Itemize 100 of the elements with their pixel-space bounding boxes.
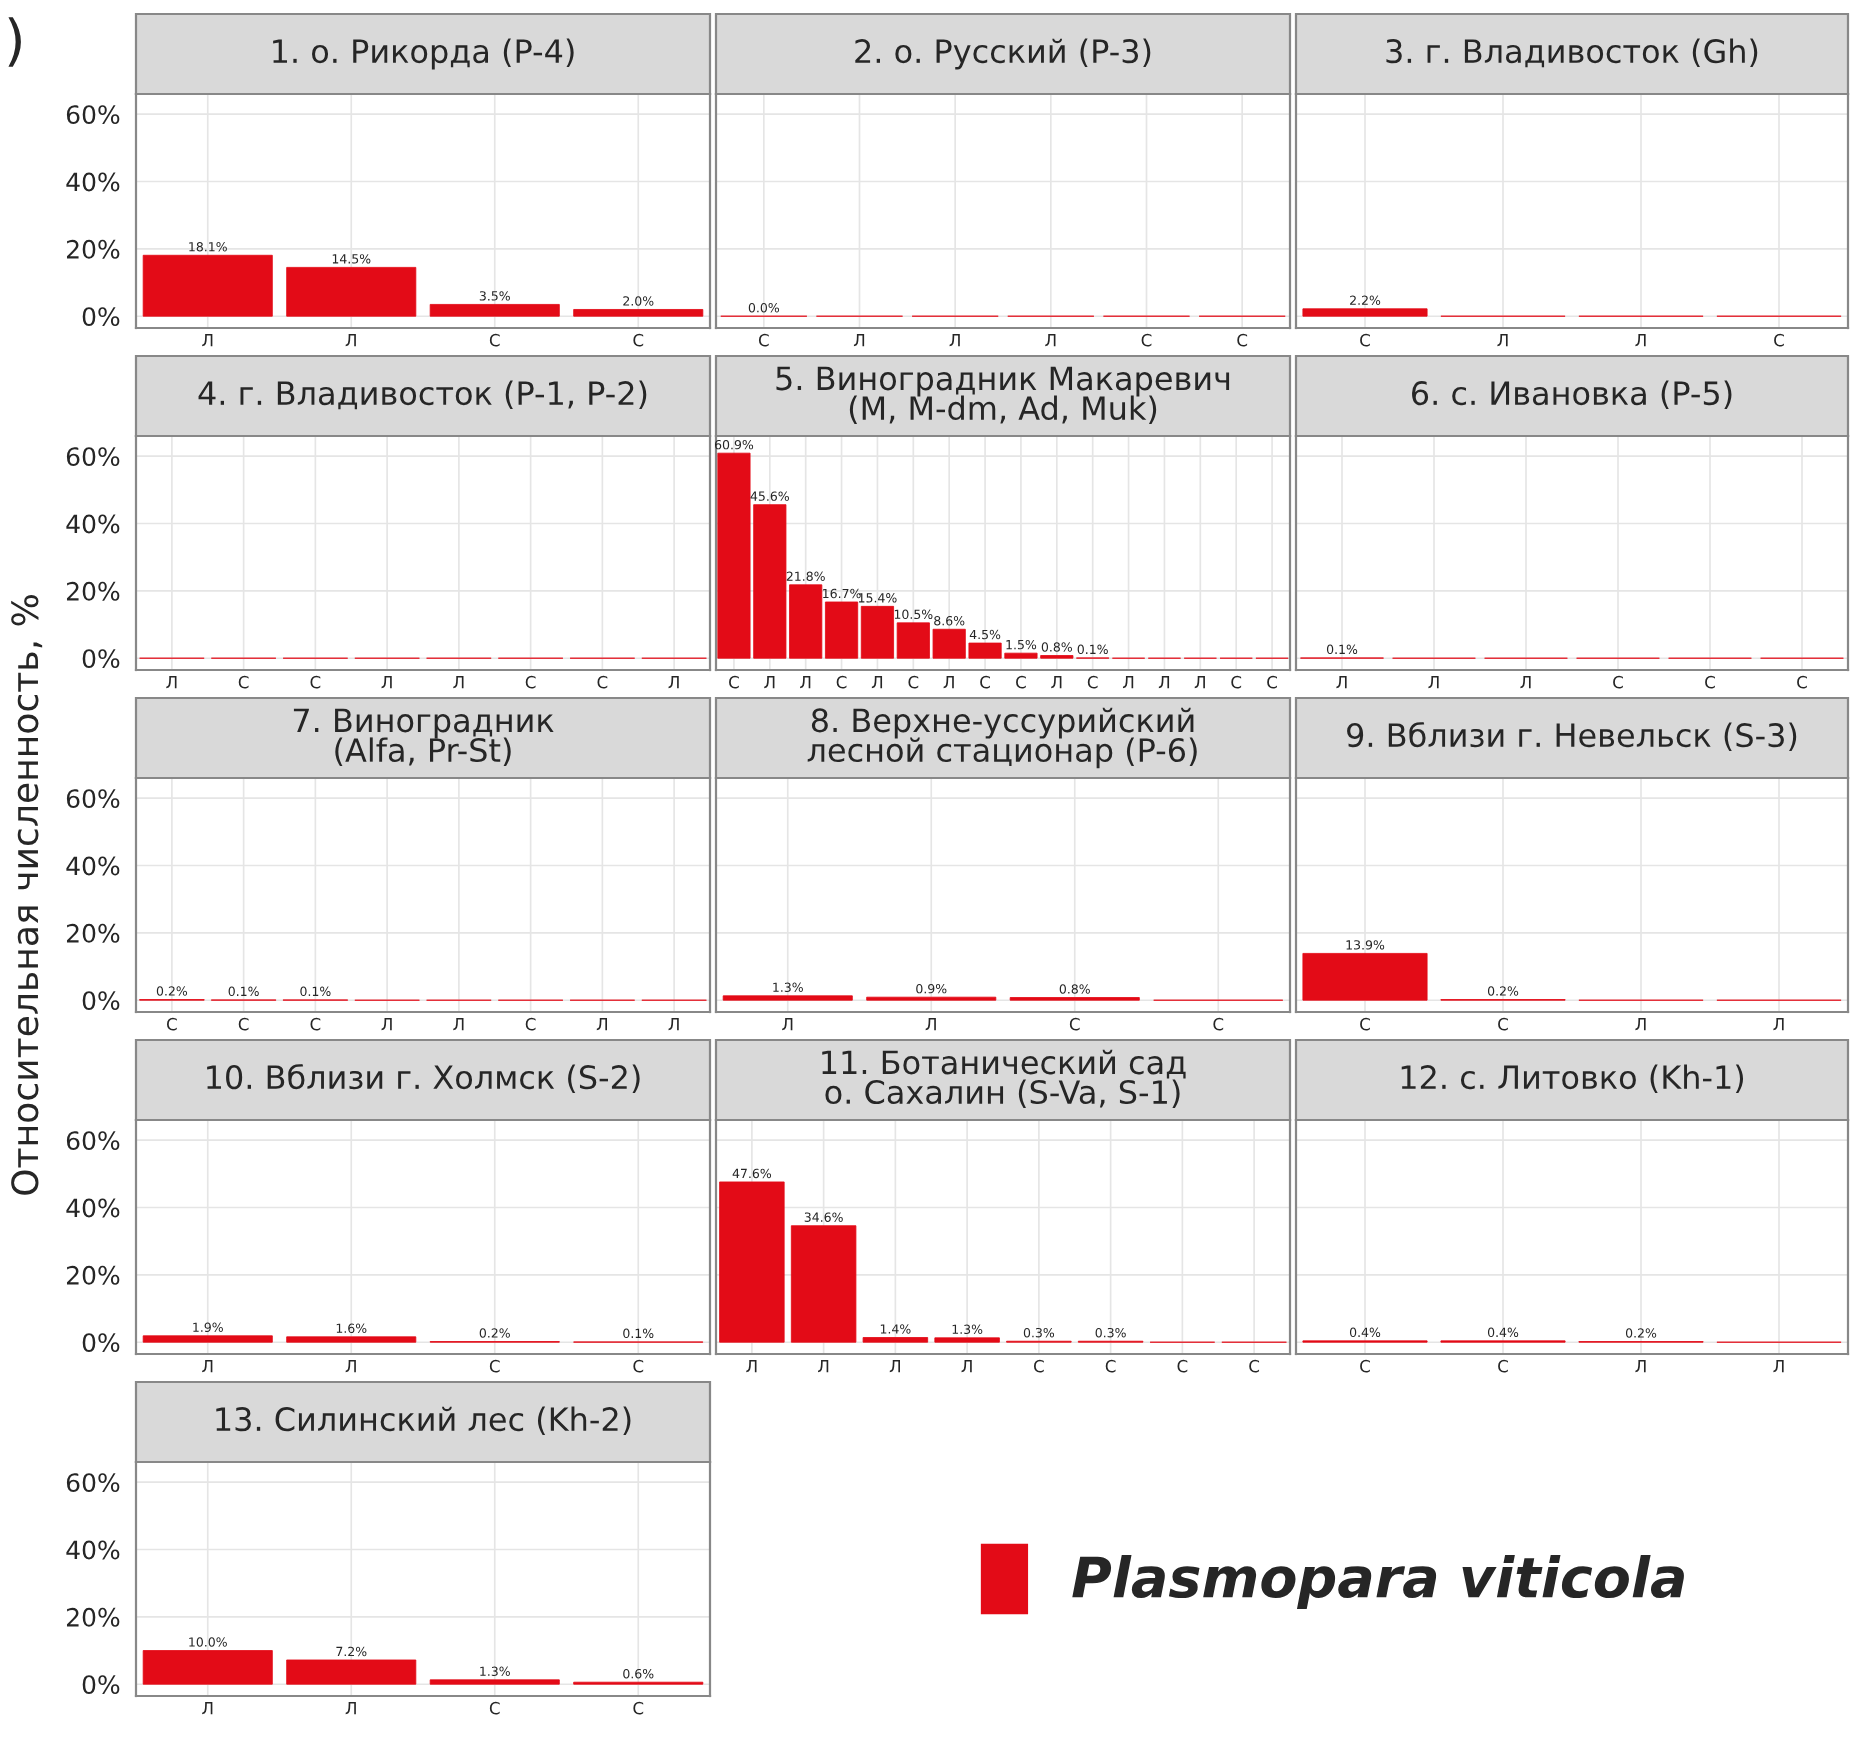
chart-title: 11. Ботанический сад о. Сахалин (S-Va, S-1): [822, 1049, 1186, 1108]
x-tick-label: С: [597, 675, 608, 689]
x-tick-label: Л: [453, 1018, 464, 1031]
x-tick-label: Л: [668, 676, 679, 689]
x-tick-label: Л: [1194, 676, 1205, 689]
x-tick-label: Л: [202, 1360, 213, 1373]
x-tick-label: Л: [818, 1360, 829, 1373]
chart-title: 2. о. Русский (P-3): [855, 38, 1151, 70]
x-tick-label: С: [633, 333, 644, 347]
x-tick-label: Л: [1336, 676, 1347, 689]
x-tick-label: Л: [202, 1702, 213, 1715]
x-tick-label: С: [166, 1017, 177, 1031]
x-tick-label: Л: [800, 676, 811, 689]
y-tick-label: 20%: [66, 1265, 120, 1285]
x-tick-label: С: [1213, 1017, 1224, 1031]
x-tick-label: С: [525, 1017, 536, 1031]
y-tick-label: 40%: [66, 514, 120, 534]
x-tick-label: Л: [453, 676, 464, 689]
x-tick-label: Л: [1497, 334, 1508, 347]
y-tick-label: 20%: [66, 581, 120, 601]
x-tick-label: Л: [949, 334, 960, 347]
x-tick-label: Л: [1773, 1360, 1784, 1373]
y-tick-label: 60%: [66, 1131, 120, 1151]
x-tick-label: С: [758, 333, 769, 347]
x-tick-label: Л: [345, 1702, 356, 1715]
x-tick-label: С: [1360, 1017, 1370, 1031]
x-tick-label: Л: [1428, 676, 1439, 689]
x-tick-label: С: [980, 675, 990, 689]
y-tick-label: 0%: [82, 1675, 120, 1695]
x-tick-label: Л: [1158, 676, 1170, 689]
x-tick-label: Л: [668, 1018, 679, 1031]
bar: [719, 1181, 785, 1343]
x-tick-label: Л: [1635, 334, 1646, 347]
x-tick-label: С: [1016, 675, 1026, 689]
bar: [142, 1650, 273, 1685]
x-tick-label: С: [310, 1017, 321, 1031]
chart-title: 10. Вблизи г. Холмск (S-2): [207, 1064, 640, 1094]
bar: [934, 1337, 1000, 1343]
legend-label: Plasmopara viticola: [1072, 1555, 1684, 1609]
x-tick-label: С: [1069, 1017, 1080, 1031]
y-tick-label: 60%: [66, 105, 120, 125]
x-tick-label: С: [489, 333, 500, 347]
x-tick-label: С: [525, 675, 536, 689]
x-tick-label: Л: [853, 334, 865, 347]
chart-title: 1. о. Рикорда (P-4): [273, 38, 574, 70]
x-tick-label: Л: [1635, 1360, 1646, 1373]
x-tick-label: Л: [961, 1360, 972, 1373]
bar: [286, 266, 417, 317]
x-tick-label: Л: [345, 1360, 356, 1373]
x-tick-label: С: [1360, 333, 1370, 347]
x-tick-label: Л: [381, 1018, 392, 1031]
x-tick-label: С: [1237, 333, 1248, 347]
chart-title: 5. Виноградник Макаревич (M, M-dm, Ad, Muk): [776, 366, 1230, 424]
y-tick-label: 0%: [82, 649, 120, 669]
y-tick-label: 60%: [66, 1473, 120, 1493]
x-tick-label: С: [908, 675, 919, 689]
x-tick-label: С: [1177, 1359, 1188, 1373]
x-tick-label: С: [836, 675, 847, 689]
x-tick-label: С: [489, 1701, 500, 1715]
x-tick-label: Л: [166, 676, 177, 689]
x-tick-label: С: [1705, 675, 1715, 689]
x-tick-label: Л: [1122, 676, 1134, 689]
x-tick-label: Л: [746, 1360, 757, 1373]
x-tick-label: С: [1249, 1359, 1260, 1373]
bar: [142, 254, 273, 317]
x-tick-label: Л: [202, 334, 213, 347]
x-tick-label: С: [633, 1701, 644, 1715]
chart-title: 8. Верхне-уссурийский лесной стационар (P-6): [807, 707, 1197, 769]
text: ): [8, 17, 21, 67]
x-tick-label: Л: [889, 1360, 900, 1373]
y-tick-label: 40%: [66, 172, 120, 192]
x-tick-label: Л: [596, 1018, 607, 1031]
chart-title: 7. Виноградник (Alfa, Pr-St): [293, 708, 554, 766]
y-tick-label: 20%: [66, 923, 120, 943]
y-axis-title: Относительная численность, %: [11, 595, 43, 1195]
x-tick-label: С: [1360, 1359, 1370, 1373]
bar: [429, 1679, 560, 1685]
bar: [862, 1337, 929, 1343]
y-tick-label: 20%: [66, 239, 120, 259]
y-tick-label: 0%: [82, 307, 120, 327]
x-tick-label: Л: [943, 676, 954, 689]
y-tick-label: 40%: [66, 1198, 120, 1218]
chart-title: 6. с. Ивановка (P-5): [1412, 380, 1732, 410]
chart-title: 12. с. Литовко (Kh-1): [1401, 1064, 1744, 1094]
x-tick-label: С: [489, 1359, 500, 1373]
bar: [286, 1659, 417, 1685]
x-tick-label: Л: [1051, 676, 1062, 689]
x-tick-label: С: [1774, 333, 1784, 347]
x-tick-label: С: [310, 675, 321, 689]
x-tick-label: Л: [1635, 1018, 1646, 1031]
x-tick-label: С: [1141, 333, 1152, 347]
chart-title: 9. Вблизи г. Невельск (S-3): [1347, 722, 1797, 752]
x-tick-label: С: [1613, 675, 1623, 689]
y-tick-label: 40%: [66, 856, 120, 876]
chart-title: 3. г. Владивосток (Gh): [1386, 38, 1758, 68]
x-tick-label: Л: [871, 676, 883, 689]
x-tick-label: С: [1087, 675, 1098, 689]
y-tick-label: 40%: [66, 1540, 120, 1560]
x-tick-label: Л: [345, 334, 356, 347]
x-tick-label: С: [1033, 1359, 1044, 1373]
